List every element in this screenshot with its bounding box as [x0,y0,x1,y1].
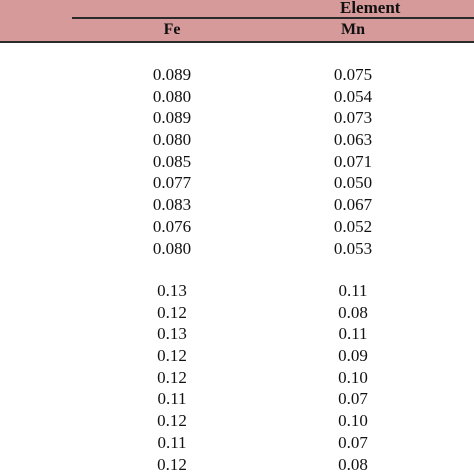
header-rule-bottom [0,41,474,43]
table-cell: 0.052 [313,216,393,238]
table-cell: 0.077 [132,172,212,194]
table-cell: 0.12 [132,367,212,389]
table-cell: 0.073 [313,107,393,129]
table-cell: 0.071 [313,151,393,173]
table-cell: 0.08 [313,454,393,475]
table-cell: 0.067 [313,194,393,216]
table-cell: 0.11 [132,388,212,410]
table-cell: 0.12 [132,454,212,475]
table-cell: 0.12 [132,302,212,324]
table-cell: 0.12 [132,345,212,367]
table-cell: 0.080 [132,86,212,108]
table-cell: 0.08 [313,302,393,324]
table-cell: 0.085 [132,151,212,173]
table-cell: 0.10 [313,367,393,389]
table-cell: 0.080 [132,129,212,151]
table-header: Element Fe Mn [0,0,474,42]
group1-fe-column: 0.089 0.080 0.089 0.080 0.085 0.077 0.08… [132,64,212,259]
table-cell: 0.054 [313,86,393,108]
table-cell: 0.080 [132,238,212,260]
table-cell: 0.089 [132,107,212,129]
table-cell: 0.063 [313,129,393,151]
header-rule-top [72,17,474,19]
table-cell: 0.10 [313,410,393,432]
group2-fe-column: 0.13 0.12 0.13 0.12 0.12 0.11 0.12 0.11 … [132,280,212,475]
header-group-row: Element [0,0,474,18]
table-cell: 0.12 [132,410,212,432]
column-header-fe: Fe [132,21,212,39]
group2-mn-column: 0.11 0.08 0.11 0.09 0.10 0.07 0.10 0.07 … [313,280,393,475]
table-cell: 0.053 [313,238,393,260]
table-cell: 0.09 [313,345,393,367]
table-cell: 0.050 [313,172,393,194]
table-cell: 0.075 [313,64,393,86]
group1-mn-column: 0.075 0.054 0.073 0.063 0.071 0.050 0.06… [313,64,393,259]
table-cell: 0.13 [132,323,212,345]
element-group-header: Element [340,0,400,17]
table-cell: 0.083 [132,194,212,216]
table-cell: 0.07 [313,388,393,410]
table-cell: 0.11 [132,432,212,454]
table-cell: 0.089 [132,64,212,86]
table-cell: 0.076 [132,216,212,238]
column-header-mn: Mn [313,21,393,39]
table-cell: 0.13 [132,280,212,302]
table-cell: 0.11 [313,323,393,345]
table-cell: 0.07 [313,432,393,454]
table-cell: 0.11 [313,280,393,302]
